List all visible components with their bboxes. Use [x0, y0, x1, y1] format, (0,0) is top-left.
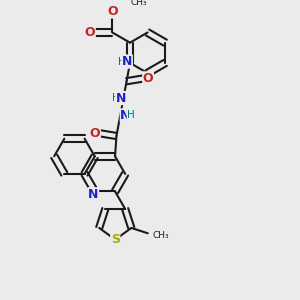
- Text: S: S: [111, 233, 120, 246]
- Text: O: O: [107, 5, 118, 18]
- Text: N: N: [116, 92, 126, 105]
- Text: CH₃: CH₃: [131, 0, 147, 7]
- Text: N: N: [122, 55, 132, 68]
- Text: N: N: [120, 109, 131, 122]
- Text: O: O: [85, 26, 95, 39]
- Text: CH₃: CH₃: [153, 231, 169, 240]
- Text: O: O: [90, 127, 100, 140]
- Text: O: O: [143, 72, 153, 85]
- Text: H: H: [127, 110, 135, 121]
- Text: N: N: [88, 188, 98, 201]
- Text: H: H: [112, 93, 120, 103]
- Text: H: H: [118, 56, 126, 67]
